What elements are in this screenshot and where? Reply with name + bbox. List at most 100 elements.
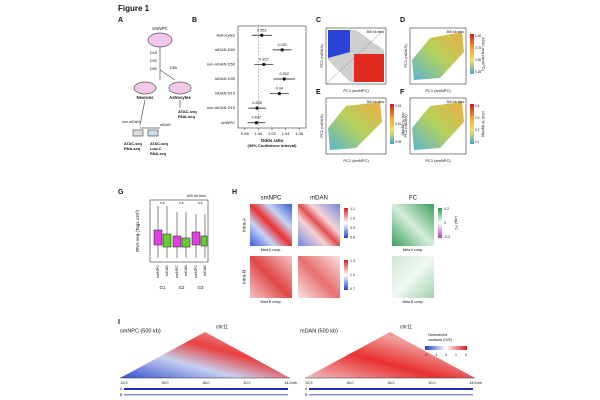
x-tick-label: smNPC bbox=[156, 265, 160, 278]
y-axis-label: PC1 (mDAN) bbox=[319, 44, 324, 68]
colorbar-tick: 0.9 bbox=[350, 226, 355, 230]
point bbox=[254, 121, 258, 125]
colorbar-tick: 1.0 bbox=[350, 216, 355, 220]
significance: n.s. bbox=[179, 201, 185, 205]
y-tick-label: non-mDAN D15 bbox=[207, 105, 236, 110]
y-tick-label: non-mDAN D50 bbox=[207, 61, 236, 66]
contact-maps bbox=[120, 332, 475, 396]
colorbar-tick: 1.0 bbox=[350, 273, 355, 277]
y-axis-label: PC1 (mDAN) bbox=[403, 114, 408, 138]
colorbar-tick: 1.3 bbox=[350, 259, 355, 263]
point bbox=[282, 77, 286, 81]
x-tick-label: 1.00 bbox=[255, 131, 264, 136]
column-title: FC bbox=[409, 196, 418, 202]
x-tick-label: mDAN bbox=[165, 265, 169, 276]
label: 500 kb bins bbox=[447, 30, 465, 34]
x-tick-label: mDAN bbox=[203, 265, 207, 276]
p-value: 0.322 bbox=[259, 57, 269, 61]
colorbar-label: ATAC-seq (smNPC) bbox=[481, 37, 485, 71]
label: ATAC-seq bbox=[178, 109, 197, 114]
significance: n.s. bbox=[160, 201, 166, 205]
label: 500 kb bins bbox=[447, 100, 465, 104]
x-axis-label: PC1 (smNPC) bbox=[343, 158, 369, 163]
label: Meta B comp. bbox=[261, 300, 282, 304]
panel-letter: F bbox=[400, 89, 405, 96]
panel-letter: B bbox=[192, 17, 197, 24]
column-title: smNPC bbox=[261, 196, 282, 202]
label: Meta A comp. bbox=[403, 248, 424, 252]
group-label: G1 bbox=[159, 285, 166, 290]
label: Meta B comp. bbox=[403, 300, 424, 304]
x-axis-label: Odds ratio bbox=[261, 138, 284, 143]
map-title: smNPC (500 kb) bbox=[120, 328, 161, 334]
x-tick-label: 38.0 bbox=[203, 381, 210, 385]
track-label: B bbox=[120, 393, 123, 397]
label: RNA-seq bbox=[124, 147, 141, 151]
column-title: mDAN bbox=[310, 196, 328, 202]
y-tick-label: mDAN D50 bbox=[215, 47, 236, 52]
label: Normalized bbox=[428, 333, 447, 337]
x-tick-label: smNPC bbox=[175, 265, 179, 278]
label: Astrocytes bbox=[169, 95, 191, 100]
label: D65 bbox=[170, 66, 177, 70]
x-axis-label: PC1 (smNPC) bbox=[425, 88, 451, 93]
y-axis-label: PC1 (mDAN) bbox=[319, 114, 324, 138]
x-tick-label: smNPC bbox=[194, 265, 198, 278]
x-tick-label: 44.5 bbox=[285, 381, 292, 385]
scatter-panels bbox=[325, 27, 474, 155]
p-value: 0.637 bbox=[252, 116, 262, 120]
point bbox=[262, 62, 266, 67]
panel-letter: G bbox=[118, 189, 124, 196]
colorbar-tick: 0.25 bbox=[475, 70, 481, 74]
x-tick-label: 36.0 bbox=[162, 381, 169, 385]
colorbar-label: Alu % (bp/bp) bbox=[401, 112, 405, 136]
p-value: 0.608 bbox=[252, 101, 262, 105]
colorbar-tick: 0.8 bbox=[350, 235, 355, 239]
colorbar-tick: 0.3 bbox=[475, 116, 480, 120]
label: 500 kb bins bbox=[367, 100, 385, 104]
colorbar-tick: -1 bbox=[434, 353, 437, 357]
chromosome: chr11 bbox=[216, 324, 228, 330]
plot-frame bbox=[237, 25, 307, 129]
label: RNA-seq bbox=[150, 152, 167, 156]
row-label: Intra-A bbox=[241, 217, 247, 232]
panel-letter: D bbox=[400, 17, 405, 24]
colorbar-tick: 0.50 bbox=[475, 58, 481, 62]
schematic bbox=[132, 32, 192, 137]
row-label: Intra-B bbox=[241, 270, 247, 284]
label: 500 kb bins bbox=[367, 30, 385, 34]
group-label: G2 bbox=[178, 285, 185, 290]
label: ATAC-seq bbox=[124, 142, 142, 146]
label: ATAC-seq bbox=[150, 142, 168, 146]
x-tick-label: 38.0 bbox=[388, 381, 395, 385]
label: 500 kb bins bbox=[187, 194, 207, 198]
colorbar-tick: 0.2 bbox=[444, 207, 449, 211]
point bbox=[277, 91, 282, 96]
y-axis-label: PC1 (mDAN) bbox=[403, 44, 408, 68]
track-label: A bbox=[305, 387, 308, 391]
colorbar-tick: 1.1 bbox=[350, 207, 355, 211]
colorbar-tick: 0.7 bbox=[350, 287, 355, 291]
colorbar-tick: 0 bbox=[445, 353, 447, 357]
x-tick-label: 40.0 bbox=[429, 381, 436, 385]
panel-letter: E bbox=[316, 89, 321, 96]
x-tick-label: 0.98 bbox=[241, 131, 250, 136]
group-label: G3 bbox=[197, 285, 204, 290]
colorbar-tick: -0.2 bbox=[444, 235, 450, 239]
colorbar-tick: 0.75 bbox=[475, 46, 481, 50]
y-tick-label: mDAN D15 bbox=[215, 91, 236, 96]
point bbox=[280, 48, 284, 52]
colorbar-tick: 0.15 bbox=[395, 104, 401, 108]
p-value: 0.04 bbox=[276, 87, 283, 91]
map-title: mDAN (500 kb) bbox=[300, 328, 338, 334]
box-plots bbox=[149, 199, 209, 263]
panel-letter: H bbox=[232, 189, 237, 196]
colorbar-tick: 0.1 bbox=[475, 140, 480, 144]
colorbar-tick: 1 bbox=[455, 353, 457, 357]
chromosome: chr11 bbox=[400, 324, 412, 330]
x-tick-label: 1.02 bbox=[268, 131, 277, 136]
label: Meta A comp. bbox=[261, 248, 282, 252]
label: mb bbox=[477, 381, 482, 385]
colorbar-tick: 0.10 bbox=[395, 122, 401, 126]
colorbar-tick: 2 bbox=[465, 353, 467, 357]
